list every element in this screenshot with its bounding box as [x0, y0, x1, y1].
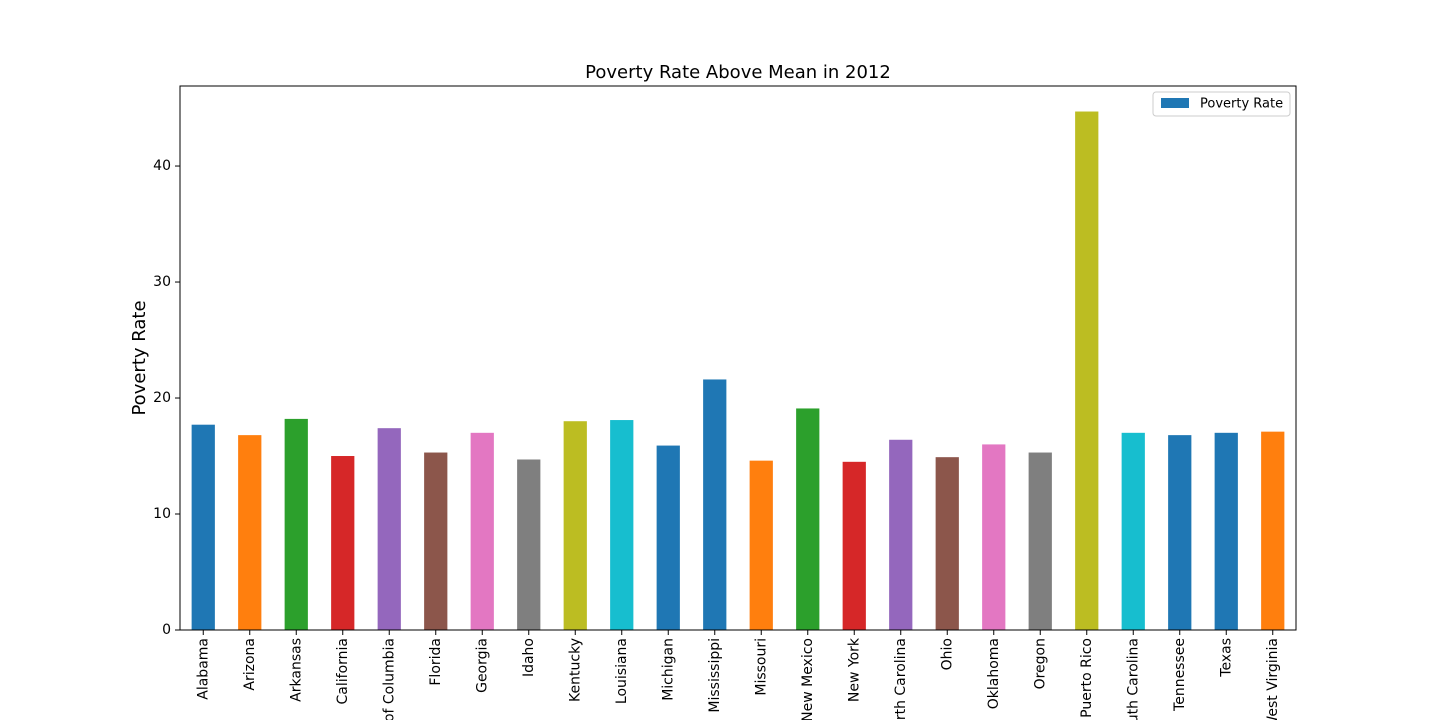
legend-swatch	[1161, 98, 1189, 108]
bar	[749, 460, 773, 630]
bar	[377, 428, 401, 630]
y-axis-label: Poverty Rate	[129, 300, 150, 415]
x-tick-label: Texas	[1218, 638, 1234, 678]
bar	[563, 421, 587, 630]
bar	[284, 418, 308, 630]
bar	[796, 408, 820, 630]
x-tick-label: Florida	[428, 638, 444, 686]
x-tick-label: Alabama	[195, 638, 211, 700]
y-tick-label: 40	[153, 158, 171, 174]
x-tick-label: Oregon	[1032, 638, 1048, 689]
x-tick-label: West Virginia	[1265, 638, 1281, 720]
bar	[842, 461, 866, 630]
bar	[656, 445, 680, 630]
bar	[1121, 432, 1145, 630]
bar	[238, 435, 262, 630]
y-tick-label: 10	[153, 506, 171, 522]
x-tick-label: District of Columbia	[381, 638, 397, 720]
chart-title: Poverty Rate Above Mean in 2012	[585, 62, 891, 83]
bar	[1168, 435, 1192, 630]
bar	[982, 444, 1006, 630]
bar	[517, 459, 541, 630]
x-tick-label: Ohio	[939, 638, 955, 670]
x-tick-label: Arizona	[242, 638, 258, 691]
x-tick-label: Puerto Rico	[1079, 638, 1095, 718]
bar	[703, 379, 727, 630]
x-tick-label: Arkansas	[288, 638, 304, 702]
x-tick-label: Louisiana	[614, 638, 630, 704]
y-tick-label: 30	[153, 274, 171, 290]
x-tick-label: New York	[846, 637, 862, 702]
x-tick-label: Missouri	[753, 638, 769, 696]
legend-label: Poverty Rate	[1200, 97, 1283, 112]
bar	[191, 424, 215, 630]
y-tick-label: 20	[153, 390, 171, 406]
bar	[331, 456, 355, 630]
x-tick-label: South Carolina	[1125, 638, 1141, 720]
x-tick-label: Idaho	[521, 638, 537, 677]
x-tick-label: Georgia	[474, 638, 490, 693]
bar	[1075, 111, 1099, 630]
x-tick-label: New Mexico	[800, 638, 816, 720]
x-tick-label: North Carolina	[893, 638, 909, 720]
x-tick-label: Oklahoma	[986, 638, 1002, 709]
x-tick-label: California	[335, 638, 351, 704]
bar	[1028, 452, 1052, 630]
y-tick-label: 0	[162, 622, 171, 638]
x-tick-label: Tennessee	[1172, 638, 1188, 712]
plot-frame	[179, 85, 1297, 631]
bar	[935, 457, 959, 630]
x-tick-label: Mississippi	[707, 638, 723, 713]
x-tick-label: Michigan	[660, 638, 676, 701]
x-tick-label: Kentucky	[567, 638, 583, 702]
bar	[610, 420, 634, 630]
bar	[470, 432, 494, 630]
bar	[1261, 431, 1285, 630]
bar	[424, 452, 448, 630]
bar	[889, 439, 913, 630]
bar	[1214, 432, 1238, 630]
